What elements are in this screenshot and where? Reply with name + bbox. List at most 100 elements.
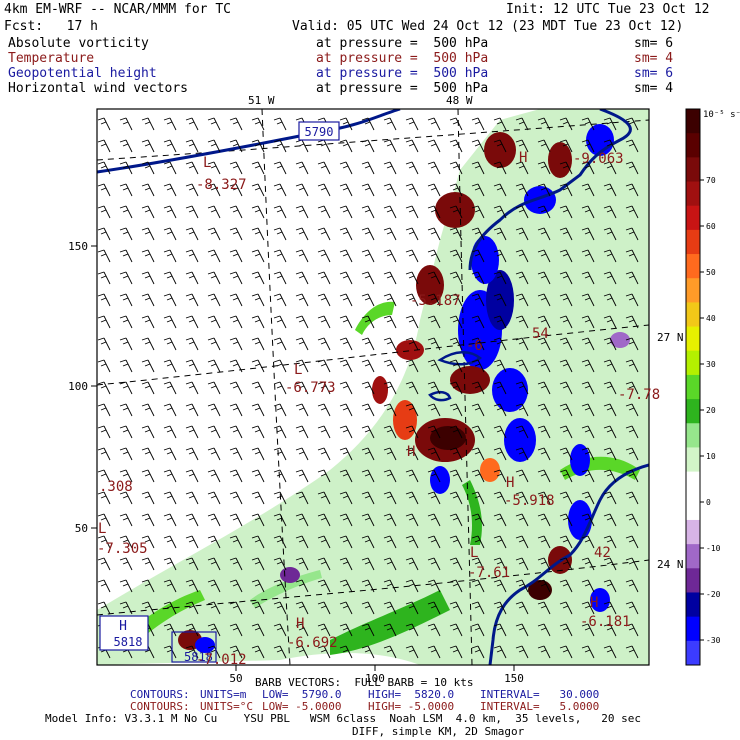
wind-barb xyxy=(317,513,331,527)
wind-barb xyxy=(295,535,309,549)
center-l-3: L xyxy=(98,521,106,537)
wind-barb xyxy=(405,205,419,219)
wind-barb xyxy=(185,183,199,197)
wind-barb xyxy=(537,491,551,505)
wind-barb xyxy=(493,139,507,153)
wind-barb xyxy=(339,161,353,175)
wind-barb xyxy=(493,623,507,637)
wind-barb xyxy=(471,315,485,329)
wind-barb xyxy=(603,579,617,593)
wind-barb xyxy=(449,293,463,307)
wind-barb xyxy=(251,205,265,219)
wind-barb xyxy=(339,271,353,285)
wind-barb xyxy=(383,315,397,329)
wind-barb xyxy=(361,359,375,373)
wind-barb xyxy=(295,315,309,329)
wind-barb xyxy=(383,535,397,549)
wind-barb xyxy=(185,535,199,549)
wind-barb xyxy=(361,645,375,659)
temp-label-5918: -5.918 xyxy=(504,493,555,509)
wind-barb xyxy=(559,227,573,241)
wind-barb xyxy=(97,227,111,241)
wind-barb xyxy=(207,271,221,285)
wind-barb xyxy=(273,447,287,461)
wind-barb xyxy=(603,425,617,439)
wind-barb xyxy=(383,645,397,659)
wind-barb xyxy=(119,359,133,373)
coastline xyxy=(97,109,649,665)
wind-barb xyxy=(295,557,309,571)
wind-barb xyxy=(229,161,243,175)
height-label-5818-b: 5818 xyxy=(184,650,213,664)
wind-barb xyxy=(493,447,507,461)
wind-barb xyxy=(427,227,441,241)
wind-barb xyxy=(317,469,331,483)
wind-barb xyxy=(163,227,177,241)
wind-barb xyxy=(339,359,353,373)
wind-barb xyxy=(493,381,507,395)
height-box-5818 xyxy=(99,615,149,651)
wind-barb xyxy=(537,359,551,373)
wind-barb xyxy=(427,645,441,659)
wind-barb xyxy=(163,271,177,285)
wind-barb xyxy=(229,601,243,615)
wind-barb xyxy=(471,183,485,197)
wind-barb xyxy=(163,183,177,197)
contours-height-low: LOW= 5790.0 xyxy=(262,688,342,701)
wind-barb xyxy=(185,557,199,571)
wind-barb xyxy=(537,183,551,197)
wind-barb xyxy=(427,513,441,527)
lat-label-27n: 27 N xyxy=(657,331,684,344)
wind-barb xyxy=(603,249,617,263)
colorbar-swatch xyxy=(686,616,700,642)
height-label-5790: 5790 xyxy=(305,125,334,139)
wind-barb xyxy=(229,381,243,395)
wind-barb xyxy=(119,579,133,593)
wind-barb xyxy=(559,403,573,417)
wind-barb xyxy=(185,645,199,659)
wind-barb xyxy=(185,579,199,593)
wind-barb xyxy=(361,183,375,197)
wind-barb xyxy=(97,183,111,197)
wind-barb xyxy=(383,249,397,263)
wind-barb xyxy=(559,293,573,307)
field-name-temperature: Temperature xyxy=(8,51,95,66)
wind-barb xyxy=(273,161,287,175)
wind-barb xyxy=(515,117,529,131)
wind-barb xyxy=(251,425,265,439)
wind-barb xyxy=(207,205,221,219)
colorbar-swatch xyxy=(686,181,700,207)
wind-barb xyxy=(559,491,573,505)
field-level-vorticity: at pressure = 500 hPa xyxy=(316,36,489,51)
wind-barb xyxy=(427,447,441,461)
wind-barb xyxy=(537,117,551,131)
wind-barb xyxy=(119,249,133,263)
wind-barb xyxy=(339,293,353,307)
wind-barb xyxy=(185,447,199,461)
temp-label-5187: -5.187 xyxy=(410,293,461,309)
wind-barb xyxy=(119,535,133,549)
wind-barb xyxy=(405,293,419,307)
x-tick-50: 50 xyxy=(229,672,242,685)
wind-barb xyxy=(97,205,111,219)
wind-barb xyxy=(273,293,287,307)
wind-barb xyxy=(229,183,243,197)
wind-barb xyxy=(339,117,353,131)
colorbar-swatch xyxy=(686,374,700,400)
wind-barb xyxy=(625,469,639,483)
wind-barb xyxy=(625,183,639,197)
wind-barb xyxy=(163,161,177,175)
wind-barb xyxy=(339,139,353,153)
model-info: Model Info: V3.3.1 M No Cu YSU PBL WSM 6… xyxy=(45,712,642,725)
wind-barb xyxy=(339,337,353,351)
wind-barb xyxy=(515,513,529,527)
wind-barb xyxy=(229,249,243,263)
wind-barb xyxy=(207,557,221,571)
wind-barb xyxy=(251,579,265,593)
wind-barb xyxy=(515,623,529,637)
wind-barb xyxy=(229,513,243,527)
wind-barb xyxy=(361,623,375,637)
wind-barb xyxy=(471,271,485,285)
wind-barb xyxy=(537,293,551,307)
wind-barb xyxy=(97,535,111,549)
